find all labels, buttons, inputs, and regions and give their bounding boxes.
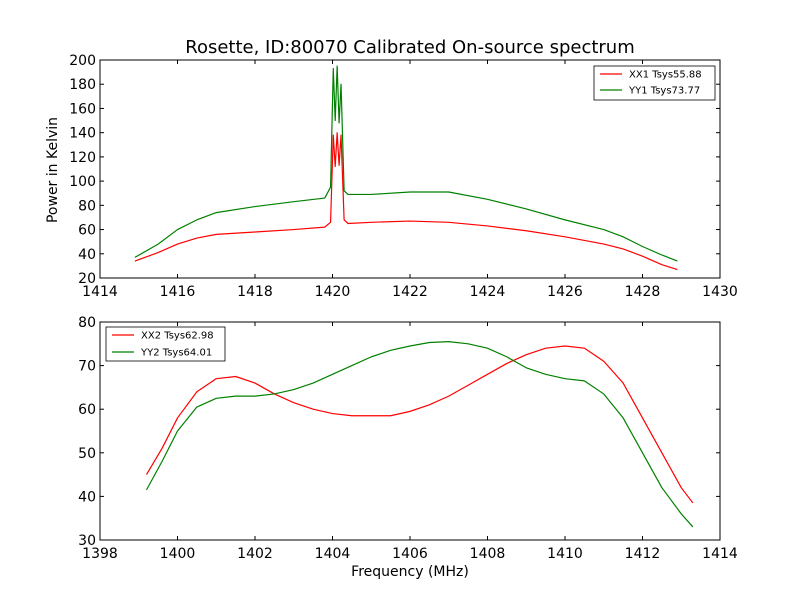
- bottom-tick-group: 1398 1400 1402 1404 1406 1408 1410 1412 1414 30 40…: [78, 315, 738, 562]
- bottom-x-tick-label: 1402: [237, 546, 273, 562]
- top-x-tick-label: 1426: [547, 284, 583, 300]
- bottom-y-tick-label: 60: [78, 402, 96, 418]
- top-series-line-1: [134, 132, 678, 271]
- top-legend-box: [593, 65, 716, 101]
- bottom-x-tick-label: 1408: [470, 546, 506, 562]
- bottom-series-group: [145, 341, 694, 528]
- top-legend-label-1: XX1 Tsys55.88: [629, 70, 702, 81]
- top-x-tick-label: 1430: [702, 284, 738, 300]
- top-x-tick-label: 1416: [160, 284, 196, 300]
- top-series-line-2: [134, 65, 678, 262]
- bottom-x-tick-label: 1414: [702, 546, 738, 562]
- bottom-x-tick-label: 1404: [315, 546, 351, 562]
- bottom-plot-frame: [99, 321, 721, 541]
- top-y-tick-label: 140: [69, 126, 96, 142]
- top-plot-frame: [99, 59, 721, 279]
- bottom-series-line-1: [145, 345, 694, 504]
- top-y-axis-label: Power in Kelvin: [45, 117, 61, 223]
- top-x-tick-label: 1422: [392, 284, 428, 300]
- top-y-tick-label: 60: [78, 223, 96, 239]
- top-y-tick-label: 80: [78, 198, 96, 214]
- top-y-tick-label: 160: [69, 101, 96, 117]
- top-legend: XX1 Tsys55.88 YY1 Tsys73.77: [593, 65, 716, 101]
- top-panel: Rosette, ID:80070 Calibrated On-source s…: [45, 37, 738, 300]
- bottom-legend-label-2: YY2 Tsys64.01: [140, 348, 212, 359]
- bottom-x-tick-label: 1412: [625, 546, 661, 562]
- top-tick-group: 1414 1416 1418 1420 1422 1424 1426 1428 1430 20 40…: [69, 53, 738, 300]
- bottom-x-tick-label: 1410: [547, 546, 583, 562]
- top-y-tick-label: 20: [78, 271, 96, 287]
- bottom-y-tick-label: 70: [78, 359, 96, 375]
- bottom-y-tick-label: 80: [78, 315, 96, 331]
- top-y-tick-label: 120: [69, 150, 96, 166]
- top-x-tick-label: 1424: [470, 284, 506, 300]
- top-y-tick-label: 200: [69, 53, 96, 69]
- top-x-tick-label: 1420: [315, 284, 351, 300]
- top-y-tick-label: 180: [69, 77, 96, 93]
- top-y-tick-label: 100: [69, 174, 96, 190]
- bottom-x-tick-label: 1398: [82, 546, 118, 562]
- top-series-group: [134, 65, 678, 271]
- top-legend-label-2: YY1 Tsys73.77: [628, 86, 700, 97]
- bottom-y-tick-label: 50: [78, 446, 96, 462]
- top-chart-title: Rosette, ID:80070 Calibrated On-source s…: [185, 37, 635, 58]
- top-x-tick-label: 1428: [625, 284, 661, 300]
- bottom-y-tick-label: 40: [78, 489, 96, 505]
- bottom-x-axis-label: Frequency (MHz): [351, 564, 469, 580]
- top-x-tick-label: 1418: [237, 284, 273, 300]
- bottom-x-tick-label: 1406: [392, 546, 428, 562]
- bottom-legend-box: [105, 326, 226, 362]
- bottom-legend: XX2 Tsys62.98 YY2 Tsys64.01: [105, 326, 226, 362]
- bottom-legend-label-1: XX2 Tsys62.98: [141, 331, 214, 342]
- top-y-tick-label: 40: [78, 247, 96, 263]
- bottom-panel: Frequency (MHz) 1398 1400 1402 1404 1406 1408…: [78, 315, 738, 580]
- bottom-series-line-2: [145, 341, 694, 528]
- top-x-tick-label: 1414: [82, 284, 118, 300]
- bottom-x-tick-label: 1400: [160, 546, 196, 562]
- bottom-y-tick-label: 30: [78, 533, 96, 549]
